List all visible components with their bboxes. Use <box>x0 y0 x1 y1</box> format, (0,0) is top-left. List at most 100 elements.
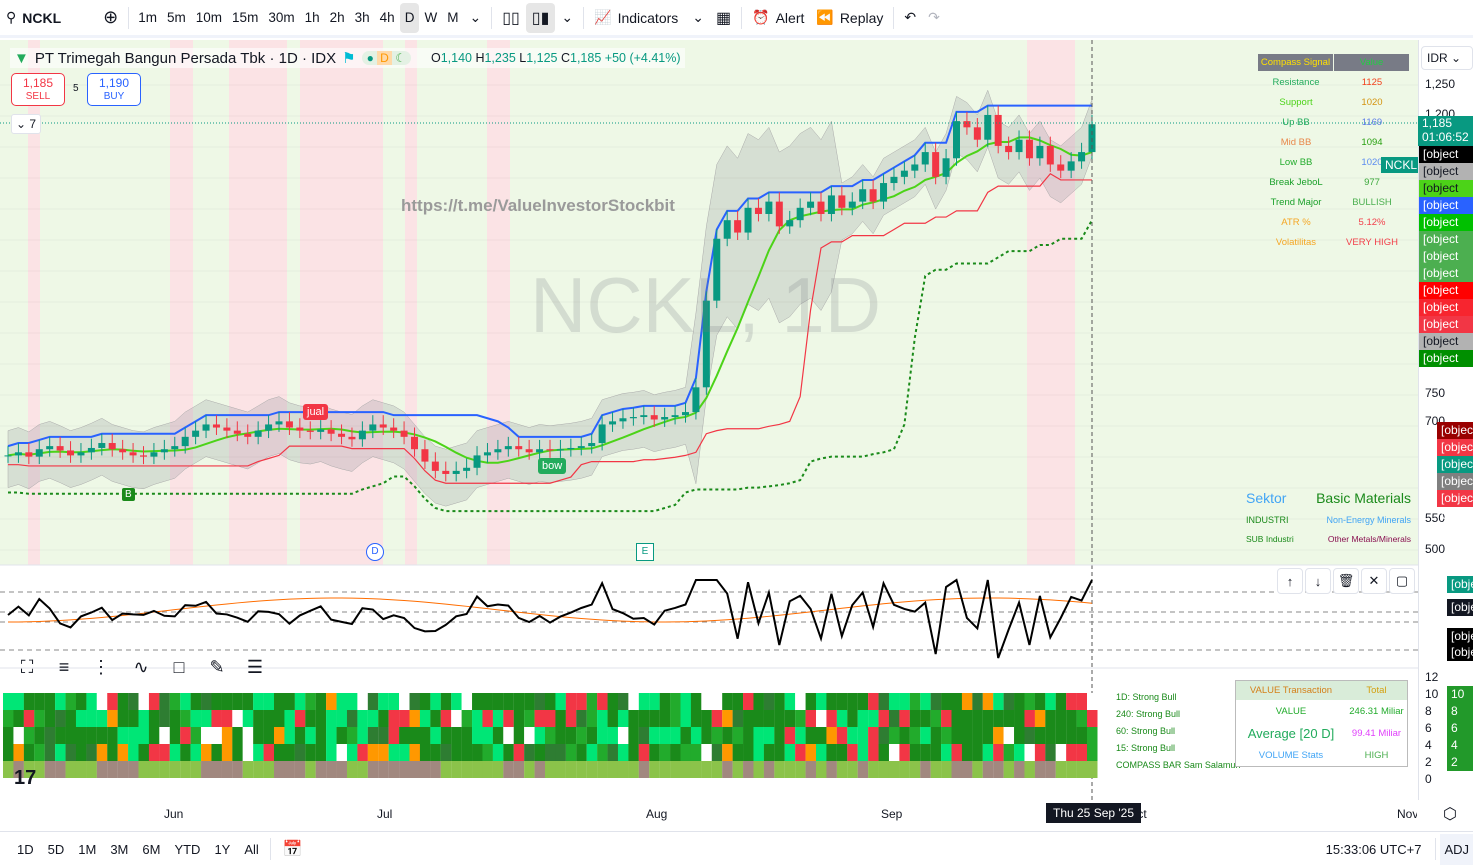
fib-tool-icon[interactable]: ⋮ <box>92 656 110 677</box>
candle <box>265 424 273 431</box>
move-pane-down-icon[interactable]: ↓ <box>1305 568 1331 594</box>
compass-bar-cell <box>232 761 243 778</box>
interval-1m[interactable]: 1m <box>138 10 158 25</box>
move-pane-up-icon[interactable]: ↑ <box>1277 568 1303 594</box>
range-6M[interactable]: 6M <box>142 841 161 857</box>
compass-bar-cell <box>284 710 295 727</box>
compass-bar-cell <box>1055 744 1067 761</box>
collapse-indicators-button[interactable]: ⌄ 7 <box>11 114 41 134</box>
interval-M[interactable]: M <box>447 10 459 25</box>
compass-bar-cell <box>555 727 566 744</box>
compass-bar-cell <box>628 727 639 744</box>
compass-bar-cell <box>367 693 379 710</box>
pattern-tool-icon[interactable]: ∿ <box>133 656 149 677</box>
top-toolbar: ⚲ NCKL ⊕ 1m 5m 10m 15m 30m 1h 2h 3h 4h D W M ⌄ ▯▯ ▯▮… <box>0 0 1473 38</box>
compass-bar-cell <box>1045 710 1056 727</box>
compass-bar-cell <box>201 744 212 761</box>
compass-bar-cell <box>899 693 910 710</box>
indicators-button[interactable]: 📈 Indicators ⌄ <box>594 9 705 26</box>
compass-bar-cell <box>294 744 306 761</box>
compass-bar-cell <box>148 727 160 744</box>
compass-bar-cell <box>670 693 681 710</box>
redo-icon[interactable]: ↷ <box>928 9 940 25</box>
compare-add-icon[interactable]: ⊕ <box>103 7 119 27</box>
compass-bar-cell <box>649 744 660 761</box>
candle <box>567 447 575 450</box>
interval-30m[interactable]: 30m <box>268 10 295 25</box>
interval-2h[interactable]: 2h <box>329 10 345 25</box>
replay-button[interactable]: ⏪ Replay <box>816 9 884 26</box>
earnings-marker[interactable]: E <box>636 543 654 561</box>
price-label: [object Object] <box>1437 456 1473 488</box>
tradingview-logo[interactable]: 17 <box>14 767 37 789</box>
interval-4h[interactable]: 4h <box>379 10 395 25</box>
compass-bar-cell <box>701 693 712 710</box>
range-YTD[interactable]: YTD <box>174 841 201 857</box>
buy-button[interactable]: 1,190 BUY <box>87 73 141 106</box>
symbol-title[interactable]: PT Trimegah Bangun Persada Tbk · 1D · ID… <box>34 49 337 67</box>
compass-bar-cell <box>367 744 379 761</box>
compass-bar-cell <box>774 744 785 761</box>
alert-button[interactable]: ⏰ Alert <box>752 9 805 26</box>
range-5D[interactable]: 5D <box>47 841 65 857</box>
undo-icon[interactable]: ↶ <box>904 9 917 25</box>
compass-bar-cell <box>148 744 160 761</box>
shapes-tool-icon[interactable]: □ <box>173 656 185 677</box>
brush-tool-icon[interactable]: ✎ <box>209 656 225 677</box>
compass-bar-cell <box>513 744 525 761</box>
compass-level-label: 8 <box>1447 703 1473 720</box>
interval-dropdown-icon[interactable]: ⌄ <box>469 9 482 25</box>
currency-select[interactable]: IDR ⌄ <box>1421 46 1473 70</box>
dividend-marker[interactable]: D <box>366 543 384 561</box>
adjust-toggle[interactable]: ADJ <box>1440 833 1473 865</box>
chart-area[interactable]: https://t.me/ValueInvestorStockbit NCKL,… <box>0 40 1422 800</box>
compass-bar-cell <box>805 693 817 710</box>
interval-10m[interactable]: 10m <box>195 10 223 25</box>
interval-D[interactable]: D <box>399 2 420 33</box>
range-1Y[interactable]: 1Y <box>214 841 231 857</box>
interval-3h[interactable]: 3h <box>354 10 370 25</box>
bar-style-icon[interactable]: ▯▯ <box>502 9 520 27</box>
price-label: [object Object] <box>1447 644 1473 676</box>
compass-bar-cell <box>534 727 546 744</box>
signal-label: Trend Major <box>1270 196 1322 208</box>
range-1M[interactable]: 1M <box>78 841 97 857</box>
collapse-pane-icon[interactable]: ✕ <box>1361 568 1387 594</box>
range-3M[interactable]: 3M <box>110 841 129 857</box>
symbol-search[interactable]: ⚲ NCKL <box>6 9 62 26</box>
time-axis[interactable]: Jun Jul Aug Sep Oct Nov Thu 25 Sep '25 ⬡ <box>0 800 1457 830</box>
compass-bar-cell <box>597 744 608 761</box>
compass-bar-cell <box>951 744 962 761</box>
delete-pane-icon[interactable]: 🗑 <box>1333 568 1359 594</box>
axis-settings-icon[interactable]: ⬡ <box>1443 806 1457 823</box>
sell-button[interactable]: 1,185 SELL <box>11 73 65 106</box>
chart-type-dropdown-icon[interactable]: ⌄ <box>561 9 574 25</box>
candle <box>838 195 846 208</box>
compass-level-label: 6 <box>1447 720 1473 737</box>
compass-timeframe-label: 1D: Strong Bull <box>1116 692 1177 702</box>
range-1D[interactable]: 1D <box>17 841 34 857</box>
interval-15m[interactable]: 15m <box>232 10 259 25</box>
compass-bar-cell <box>1003 744 1015 761</box>
candles-style-icon[interactable]: ▯▮ <box>525 2 556 33</box>
layout-grid-icon[interactable]: ▦ <box>716 9 732 27</box>
chart-canvas[interactable] <box>0 40 1418 800</box>
interval-1h[interactable]: 1h <box>304 10 320 25</box>
crosshair-tool-icon[interactable]: ⛶ <box>20 656 34 677</box>
compass-bar-cell <box>680 693 691 710</box>
clock[interactable]: 15:33:06 UTC+7 <box>1325 841 1422 857</box>
range-All[interactable]: All <box>244 841 259 857</box>
compass-bar-cell <box>857 744 869 761</box>
price-axis[interactable]: IDR ⌄ 1,250 1,200 750 700 550 500 12 10 8 6 4 2 0 [ob… <box>1418 40 1473 800</box>
compass-bar-cell <box>180 710 191 727</box>
maximize-pane-icon[interactable]: ▢ <box>1389 568 1415 594</box>
flag-icon[interactable]: ⚑ <box>342 50 356 67</box>
measure-tool-icon[interactable]: ☰ <box>246 656 264 677</box>
trend-lines-tool-icon[interactable]: ≡ <box>58 656 70 677</box>
go-to-date-icon[interactable]: 📅 <box>282 841 303 858</box>
resistance-line <box>7 104 1092 448</box>
compass-bar-cell <box>743 744 754 761</box>
interval-5m[interactable]: 5m <box>167 10 186 25</box>
candle <box>671 415 679 418</box>
interval-W[interactable]: W <box>424 10 438 25</box>
